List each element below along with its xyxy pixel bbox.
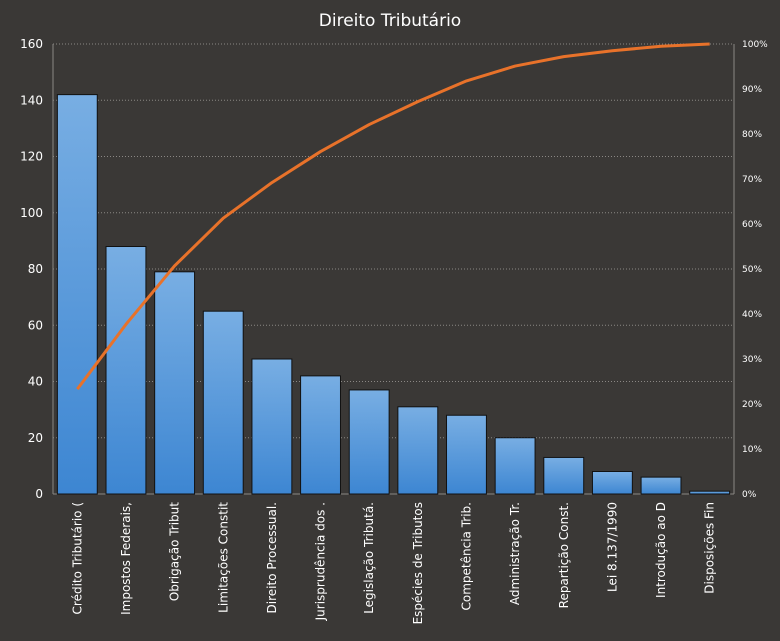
x-tick-label: Administração Tr.	[508, 502, 522, 605]
x-tick-label: Legislação Tributá.	[362, 502, 376, 614]
x-tick-label: Jurisprudência dos .	[314, 502, 328, 621]
y2-tick-label: 60%	[742, 220, 762, 230]
y-tick-label: 100	[20, 206, 43, 220]
y-axis-right: 0% 10% 20% 30% 40% 50% 60% 70% 80% 90% 100%	[742, 40, 768, 500]
x-axis: Crédito Tributário ( Impostos Federais, Ob…	[70, 502, 716, 625]
bar	[105, 246, 147, 495]
y-tick-label: 80	[28, 262, 43, 276]
bar	[446, 414, 487, 495]
y-axis-left: 0 20 40 60 80 100 120 140 160	[20, 37, 43, 501]
y2-tick-label: 50%	[742, 265, 762, 275]
bar	[689, 490, 731, 495]
y2-tick-label: 30%	[742, 355, 762, 365]
y2-tick-label: 100%	[742, 40, 768, 50]
x-tick-label: Introdução ao D	[654, 502, 668, 598]
bar	[494, 437, 536, 495]
x-tick-label: Obrigação Tribut	[168, 502, 182, 601]
y2-tick-label: 70%	[742, 175, 762, 185]
bar	[56, 94, 98, 495]
y-tick-label: 40	[28, 375, 43, 389]
y-tick-label: 160	[20, 37, 43, 51]
y-tick-label: 140	[20, 93, 43, 107]
cumulative-series-line	[76, 42, 710, 391]
x-tick-label: Repartição Const.	[557, 502, 571, 608]
bars	[56, 94, 731, 495]
y-tick-label: 0	[35, 487, 43, 501]
bar	[154, 271, 196, 495]
bar	[202, 310, 244, 495]
bar	[251, 358, 293, 495]
y2-tick-label: 0%	[742, 490, 757, 500]
y2-tick-label: 40%	[742, 310, 762, 320]
bar	[640, 476, 682, 495]
bar	[543, 456, 585, 495]
y2-tick-label: 80%	[742, 130, 762, 140]
x-tick-label: Crédito Tributário (	[70, 502, 84, 614]
x-tick-label: Disposições Fin	[703, 502, 717, 594]
bar	[591, 471, 633, 495]
x-tick-label: Impostos Federais,	[119, 502, 133, 615]
y2-tick-label: 90%	[742, 85, 762, 95]
chart-title: Direito Tributário	[319, 11, 461, 31]
bar	[348, 389, 390, 495]
y-tick-label: 120	[20, 150, 43, 164]
x-tick-label: Lei 8.137/1990	[605, 502, 619, 592]
y-tick-label: 20	[28, 431, 43, 445]
y2-tick-label: 20%	[742, 400, 762, 410]
x-tick-label: Direito Processual.	[265, 502, 279, 613]
cumulative-line	[76, 42, 710, 391]
x-tick-label: Limitações Constit	[216, 502, 230, 613]
y-tick-label: 60	[28, 318, 43, 332]
x-tick-label: Competência Trib.	[459, 502, 473, 610]
x-tick-label: Espécies de Tributos	[411, 502, 425, 624]
bar	[397, 406, 439, 495]
bar	[300, 375, 341, 495]
y2-tick-label: 10%	[742, 445, 762, 455]
